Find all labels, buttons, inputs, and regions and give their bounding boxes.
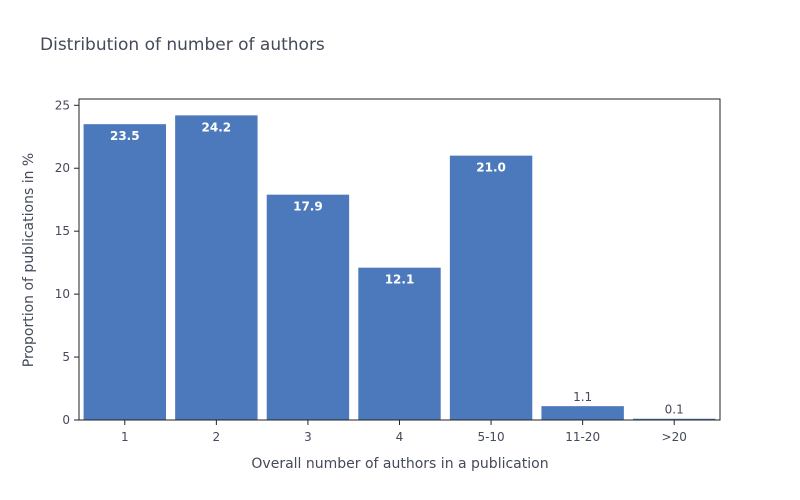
x-tick-label: 4 bbox=[396, 430, 404, 444]
x-tick-label: 2 bbox=[213, 430, 221, 444]
bar bbox=[83, 124, 166, 421]
bars bbox=[83, 115, 716, 421]
bar-value-label: 0.1 bbox=[665, 403, 684, 417]
x-tick-label: 1 bbox=[121, 430, 129, 444]
bar bbox=[266, 194, 350, 420]
chart-title: Distribution of number of authors bbox=[40, 35, 325, 55]
bar bbox=[541, 406, 624, 420]
x-tick-label: 5-10 bbox=[477, 430, 504, 444]
bar bbox=[449, 155, 533, 420]
y-tick-label: 5 bbox=[62, 350, 70, 364]
y-axis-ticks: 0 5 10 15 20 25 bbox=[55, 98, 79, 427]
x-tick-label: 3 bbox=[304, 430, 312, 444]
bar bbox=[633, 418, 716, 420]
y-tick-label: 25 bbox=[55, 98, 70, 112]
y-tick-label: 20 bbox=[55, 161, 70, 175]
x-axis-ticks: 1 2 3 4 5-10 11-20 >20 bbox=[121, 420, 687, 444]
bar bbox=[358, 267, 441, 420]
x-axis-label: Overall number of authors in a publicati… bbox=[251, 456, 548, 472]
bar-value-label: 21.0 bbox=[476, 161, 506, 175]
bar-value-label: 12.1 bbox=[385, 273, 415, 287]
bar-value-label: 24.2 bbox=[202, 120, 232, 134]
bar bbox=[175, 115, 258, 420]
x-tick-label: 11-20 bbox=[565, 430, 600, 444]
x-tick-label: >20 bbox=[662, 430, 687, 444]
y-axis-label: Proportion of publications in % bbox=[21, 153, 37, 367]
bar-labels: 23.5 24.2 17.9 12.1 21.0 1.1 0.1 bbox=[110, 120, 684, 416]
bar-value-label: 1.1 bbox=[573, 390, 592, 404]
y-tick-label: 15 bbox=[55, 224, 70, 238]
y-tick-label: 10 bbox=[55, 287, 70, 301]
y-tick-label: 0 bbox=[62, 413, 70, 427]
bar-value-label: 23.5 bbox=[110, 129, 140, 143]
plot-frame bbox=[78, 98, 721, 421]
bar-value-label: 17.9 bbox=[293, 200, 323, 214]
